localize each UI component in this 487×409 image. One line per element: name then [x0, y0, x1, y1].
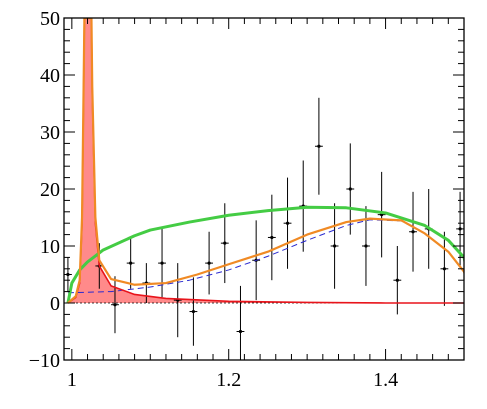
dashed-background-curve — [67, 219, 464, 294]
point-marker — [364, 244, 368, 248]
data-point — [440, 231, 449, 306]
plot-frame — [63, 17, 465, 361]
data-point — [346, 143, 355, 235]
data-point — [236, 285, 245, 360]
x-tick-label: 1.4 — [373, 369, 398, 391]
point-marker — [442, 267, 446, 271]
y-tick-label: 20 — [40, 179, 60, 201]
point-marker — [458, 227, 462, 231]
y-tick-label: 0 — [50, 293, 60, 315]
point-marker — [411, 230, 415, 234]
x-tick-label: 1 — [67, 369, 77, 391]
point-marker — [395, 278, 399, 282]
x-tick-label: 1.2 — [216, 369, 241, 391]
orange-curve — [67, 18, 464, 304]
data-point — [126, 237, 135, 289]
y-tick-label: 30 — [40, 122, 60, 144]
point-marker — [270, 235, 274, 240]
y-tick-label: 40 — [40, 65, 60, 87]
point-marker — [285, 221, 290, 225]
point-marker — [223, 241, 227, 245]
point-marker — [160, 261, 164, 265]
point-marker — [238, 329, 243, 334]
y-tick-label: 50 — [40, 8, 60, 30]
red-peak-fill — [67, 18, 464, 303]
y-tick-label: 10 — [40, 236, 60, 258]
y-tick-label: −10 — [29, 350, 60, 372]
red-curve — [67, 18, 464, 304]
data-point — [111, 276, 119, 334]
data-point — [173, 263, 182, 338]
data-point — [283, 177, 292, 269]
point-marker — [191, 309, 196, 314]
point-marker — [348, 187, 352, 191]
tick-labels: 1 1.2 1.4 −10 0 10 20 30 40 50 — [29, 8, 398, 391]
axis-ticks — [64, 17, 465, 361]
data-point — [409, 191, 417, 272]
point-marker — [113, 303, 117, 307]
green-curve — [66, 205, 464, 304]
data-point — [189, 277, 198, 346]
data-point — [158, 228, 166, 298]
point-marker — [207, 261, 211, 265]
point-marker — [66, 272, 70, 277]
data-point — [205, 231, 214, 295]
data-point — [377, 171, 386, 258]
data-point — [64, 257, 72, 292]
data-point — [267, 194, 276, 281]
point-marker — [317, 144, 321, 148]
point-marker — [129, 261, 133, 265]
data-point — [314, 97, 323, 195]
point-marker — [332, 244, 337, 248]
data-point — [330, 203, 339, 289]
plot-area — [64, 18, 464, 360]
data-points-layer — [64, 97, 464, 360]
data-point — [393, 246, 402, 315]
